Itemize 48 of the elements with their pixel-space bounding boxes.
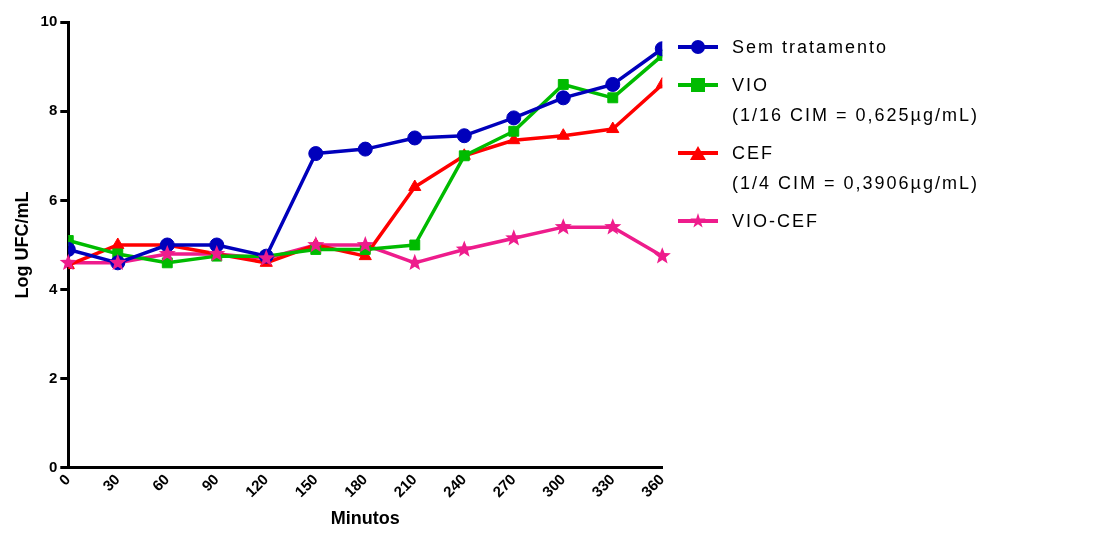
point xyxy=(606,121,620,134)
x-tick-label: 240 xyxy=(439,470,470,501)
y-axis-title: Log UFC/mL xyxy=(11,191,32,299)
legend-label: VIO (1/16 CIM = 0,625µg/mL) xyxy=(732,74,979,127)
point xyxy=(409,239,421,251)
point xyxy=(607,92,619,104)
y-tick-label: 0 xyxy=(48,458,58,476)
point xyxy=(59,253,77,271)
point xyxy=(408,179,422,192)
point xyxy=(308,146,324,162)
x-tick-label: 180 xyxy=(340,470,371,501)
legend-label: Sem tratamento xyxy=(732,36,889,59)
point xyxy=(158,244,176,262)
point xyxy=(356,235,374,253)
y-tick-label: 2 xyxy=(48,368,58,386)
x-tick-label: 30 xyxy=(99,470,123,495)
x-tick-label: 90 xyxy=(198,470,222,495)
point xyxy=(653,247,671,264)
x-axis-title: Minutos xyxy=(330,508,400,529)
point xyxy=(456,128,472,144)
x-tick-label: 150 xyxy=(291,470,321,501)
point xyxy=(605,76,621,92)
x-tick-label: 360 xyxy=(637,470,668,501)
point xyxy=(508,125,520,137)
point xyxy=(555,90,571,106)
x-tick-label: 60 xyxy=(148,470,173,495)
point xyxy=(455,240,473,257)
point xyxy=(357,141,373,157)
x-tick-label: 120 xyxy=(241,470,272,501)
x-tick-label: 300 xyxy=(538,470,569,501)
y-tick-label: 6 xyxy=(48,190,58,208)
x-tick-label: 330 xyxy=(588,470,618,501)
y-tick-label: 10 xyxy=(40,12,58,30)
point xyxy=(557,78,569,90)
point xyxy=(111,237,125,249)
legend-label: CEF (1/4 CIM = 0,3906µg/mL) xyxy=(732,142,979,195)
y-tick-label: 8 xyxy=(48,101,58,119)
point xyxy=(208,244,226,262)
point xyxy=(407,130,423,146)
legend-label: VIO-CEF xyxy=(732,210,820,233)
point xyxy=(554,218,572,235)
point xyxy=(506,110,522,126)
point xyxy=(307,235,325,253)
point xyxy=(556,128,570,140)
x-tick-label: 270 xyxy=(489,470,519,501)
y-tick-label: 4 xyxy=(48,279,58,297)
point xyxy=(604,218,622,235)
x-tick-label: 210 xyxy=(390,470,420,501)
